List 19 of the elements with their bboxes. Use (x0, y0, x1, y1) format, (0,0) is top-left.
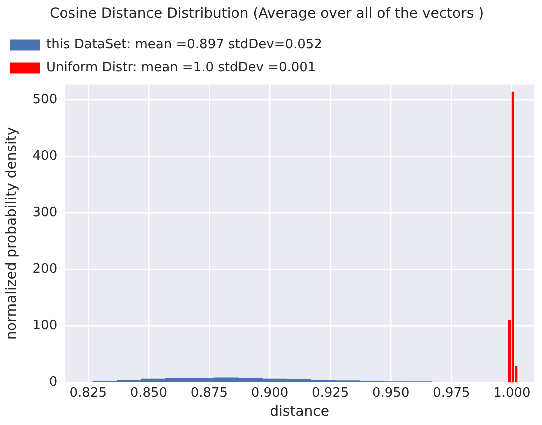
x-tick-label: 0.950 (372, 386, 410, 401)
y-tick-label: 200 (32, 262, 58, 277)
y-tick-label: 400 (32, 148, 58, 164)
x-tick-label: 0.900 (251, 386, 289, 401)
x-tick-label: 0.875 (190, 386, 228, 401)
x-tick-label: 1.000 (494, 386, 531, 401)
x-tick-label: 0.825 (70, 386, 107, 401)
y-tick-label: 0 (49, 374, 58, 390)
y-tick-label: 100 (32, 318, 58, 334)
y-tick-label: 300 (32, 205, 58, 220)
legend-label: Uniform Distr: mean =1.0 stdDev =0.001 (46, 60, 316, 76)
chart-title: Cosine Distance Distribution (Average over all of the vectors ) (50, 6, 484, 22)
x-tick-label: 0.850 (130, 386, 168, 401)
x-tick-label: 0.925 (312, 386, 350, 401)
y-axis-title: normalized probability density (4, 127, 20, 340)
x-tick-label: 0.975 (433, 386, 470, 401)
x-axis-title: distance (270, 404, 330, 420)
y-tick-label: 500 (32, 92, 58, 108)
legend-label: this DataSet: mean =0.897 stdDev=0.052 (46, 38, 322, 53)
